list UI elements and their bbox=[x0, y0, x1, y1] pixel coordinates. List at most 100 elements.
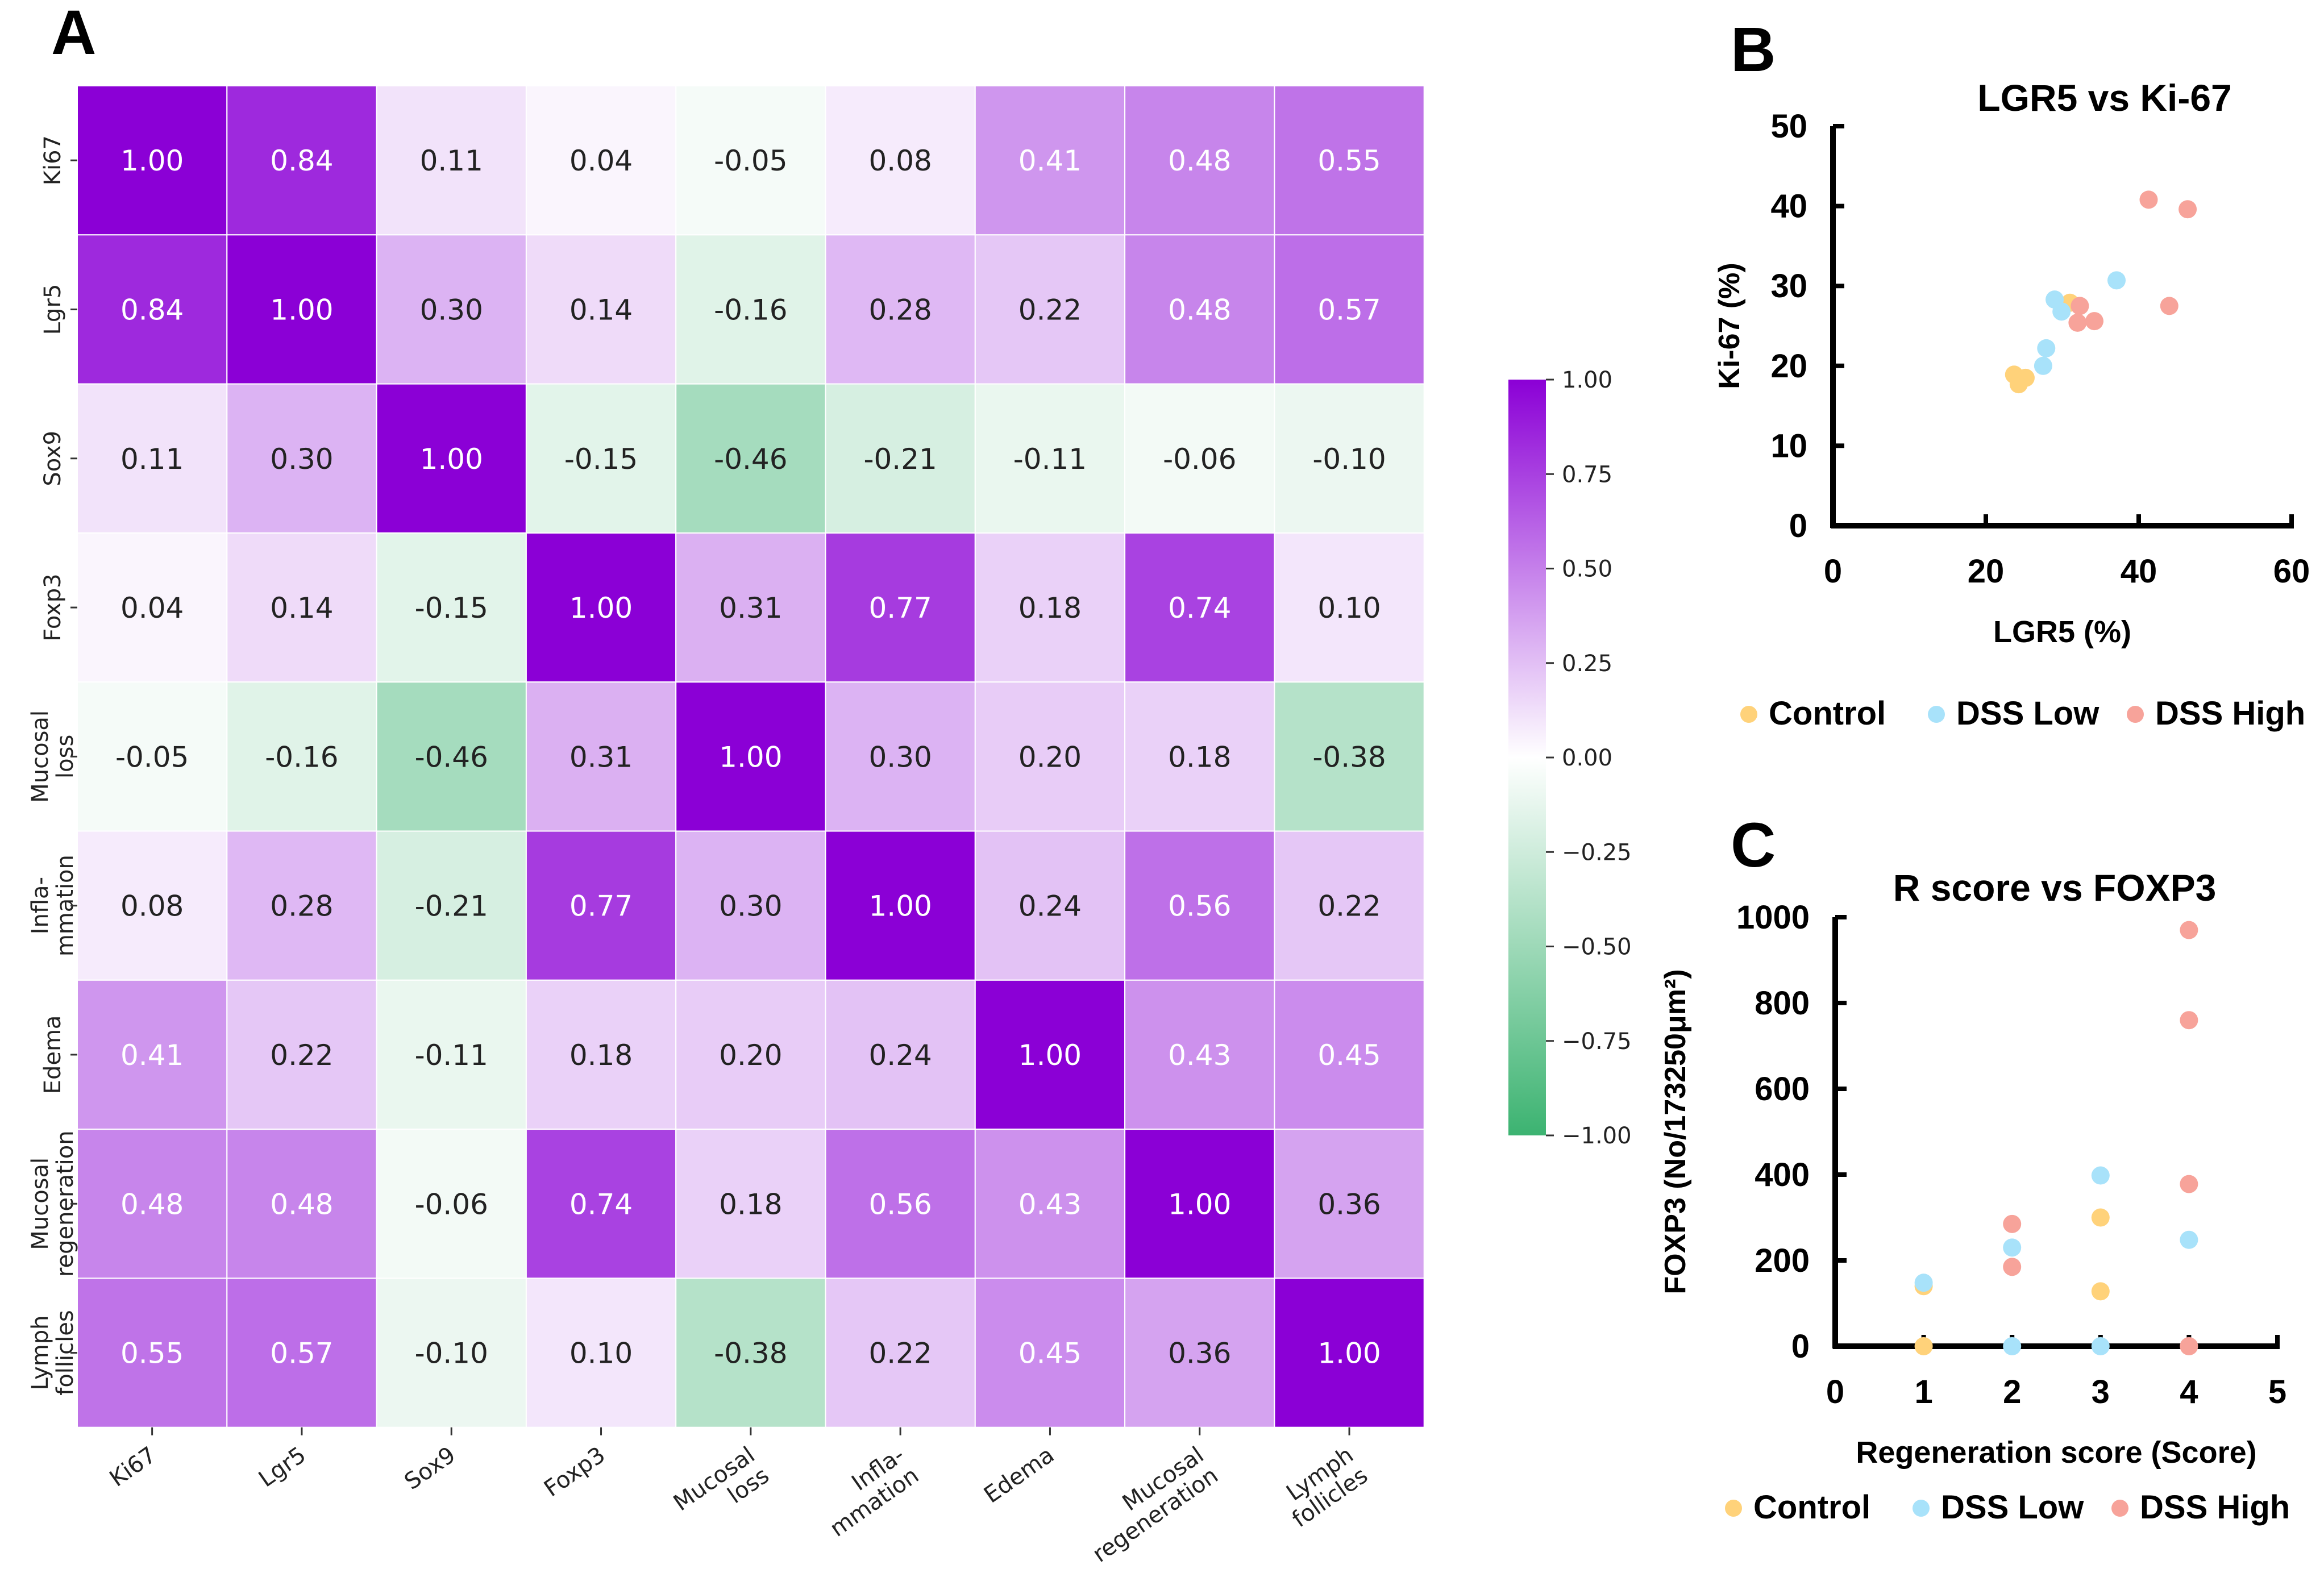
heatmap-cell bbox=[974, 681, 1126, 832]
heatmap-value: 0.77 bbox=[868, 592, 932, 625]
legend-label: DSS Low bbox=[1941, 1489, 2084, 1526]
heatmap-value: -0.38 bbox=[714, 1337, 787, 1370]
heatmap-value: 0.41 bbox=[120, 1039, 184, 1072]
heatmap-value: 0.31 bbox=[719, 592, 782, 625]
heatmap-cell bbox=[1274, 830, 1425, 981]
heatmap-value: 0.08 bbox=[868, 144, 932, 177]
colorbar-tick-label: 0.50 bbox=[1562, 556, 1612, 582]
heatmap-cell bbox=[1274, 681, 1425, 832]
data-point bbox=[2003, 1238, 2022, 1257]
data-point bbox=[2091, 1166, 2110, 1185]
heatmap-value: 0.30 bbox=[270, 443, 333, 476]
scatter-panel-c: R score vs FOXP3 0 200 400 600 800 1000 0 1 2 3 4 5R… bbox=[1659, 867, 2290, 1526]
heatmap-cell bbox=[77, 830, 228, 981]
heatmap-cell bbox=[675, 383, 826, 534]
heatmap-cell bbox=[525, 1129, 677, 1279]
data-point bbox=[2091, 1337, 2110, 1355]
heatmap-value: -0.10 bbox=[1312, 443, 1386, 476]
heatmap-value: 0.14 bbox=[569, 293, 633, 326]
heatmap-cell bbox=[825, 1277, 976, 1428]
heatmap-value: -0.16 bbox=[265, 740, 338, 773]
data-point bbox=[2107, 271, 2126, 290]
heatmap-value: 0.84 bbox=[120, 293, 184, 326]
row-label-text: Lgr5 bbox=[40, 284, 66, 335]
heatmap-value: -0.15 bbox=[415, 592, 488, 625]
heatmap-cell bbox=[675, 85, 826, 236]
legend-label: DSS High bbox=[2155, 695, 2305, 732]
row-label-text: Foxp3 bbox=[40, 573, 66, 641]
y-tick-label: 20 bbox=[1770, 348, 1807, 385]
y-tick-label: 0 bbox=[1789, 507, 1807, 544]
x-tick-label: 60 bbox=[2273, 553, 2310, 590]
y-tick-label: 200 bbox=[1755, 1242, 1810, 1279]
heatmap-cell bbox=[1274, 532, 1425, 683]
heatmap-value: 0.24 bbox=[868, 1039, 932, 1072]
heatmap-cell bbox=[376, 1277, 527, 1428]
heatmap-value: 0.10 bbox=[1317, 592, 1381, 625]
heatmap-value: 0.84 bbox=[270, 144, 333, 177]
heatmap-value: 1.00 bbox=[1018, 1039, 1082, 1072]
x-axis-label: Regeneration score (Score) bbox=[1856, 1435, 2256, 1470]
heatmap-value: -0.10 bbox=[415, 1337, 488, 1370]
row-label-text: Mucosal bbox=[27, 710, 53, 803]
heatmap-value: 0.45 bbox=[1317, 1039, 1381, 1072]
data-point bbox=[2180, 921, 2198, 939]
heatmap-cell bbox=[77, 234, 228, 385]
data-point bbox=[2052, 302, 2071, 321]
row-label-text: Sox9 bbox=[40, 431, 66, 486]
heatmap-cell bbox=[825, 1129, 976, 1279]
heatmap-cell bbox=[376, 85, 527, 236]
legend-marker bbox=[1913, 1500, 1930, 1517]
column-label: Sox9 bbox=[400, 1442, 460, 1495]
heatmap-cell bbox=[525, 681, 677, 832]
x-tick-label: 0 bbox=[1824, 553, 1842, 590]
heatmap-value: 0.30 bbox=[420, 293, 483, 326]
heatmap-cell bbox=[525, 383, 677, 534]
heatmap-cell bbox=[226, 1277, 377, 1428]
legend-label: DSS High bbox=[2140, 1489, 2290, 1526]
colorbar: 1.00 0.75 0.50 0.25 0.00 −0.25 −0.50 −0.75 −1.00 bbox=[1508, 367, 1632, 1149]
heatmap-value: 1.00 bbox=[270, 293, 333, 326]
heatmap-value: 0.31 bbox=[569, 740, 633, 773]
heatmap-value: -0.05 bbox=[115, 740, 189, 773]
heatmap-value: 0.57 bbox=[1317, 293, 1381, 326]
heatmap-value: 0.57 bbox=[270, 1337, 333, 1370]
heatmap-cell bbox=[1124, 830, 1275, 981]
legend-label: Control bbox=[1753, 1489, 1870, 1526]
row-label: Lgr5 bbox=[40, 284, 66, 335]
heatmap-value: -0.11 bbox=[415, 1039, 488, 1072]
x-axis-label: LGR5 (%) bbox=[1993, 615, 2131, 649]
heatmap-value: 0.48 bbox=[1168, 144, 1231, 177]
column-label: Ki67 bbox=[105, 1442, 161, 1492]
heatmap-value: 0.30 bbox=[719, 890, 782, 923]
heatmap-value: 1.00 bbox=[1168, 1188, 1231, 1221]
data-point bbox=[2003, 1214, 2022, 1233]
row-label: Foxp3 bbox=[40, 573, 66, 641]
column-label: Lgr5 bbox=[254, 1442, 311, 1492]
heatmap-value: 0.11 bbox=[120, 443, 184, 476]
heatmap-cell bbox=[226, 681, 377, 832]
heatmap-cell bbox=[77, 383, 228, 534]
heatmap-value: 0.24 bbox=[1018, 890, 1082, 923]
heatmap-value: 0.18 bbox=[719, 1188, 782, 1221]
heatmap-cell bbox=[77, 85, 228, 236]
heatmap-value: -0.11 bbox=[1013, 443, 1087, 476]
row-label: Edema bbox=[40, 1016, 66, 1094]
heatmap-value: -0.15 bbox=[564, 443, 638, 476]
row-label: Ki67 bbox=[40, 135, 66, 185]
data-point bbox=[2003, 1258, 2022, 1276]
column-label-text: Edema bbox=[979, 1442, 1059, 1508]
panel-label-b: B bbox=[1731, 15, 1776, 85]
heatmap-value: 1.00 bbox=[719, 740, 782, 773]
colorbar-tick-label: −0.50 bbox=[1562, 934, 1632, 960]
y-tick-label: 800 bbox=[1755, 985, 1810, 1022]
data-point bbox=[2009, 375, 2028, 394]
y-tick-label: 30 bbox=[1770, 268, 1807, 305]
heatmap-value: 0.28 bbox=[270, 890, 333, 923]
legend-marker bbox=[1928, 706, 1945, 723]
heatmap-value: 1.00 bbox=[868, 890, 932, 923]
